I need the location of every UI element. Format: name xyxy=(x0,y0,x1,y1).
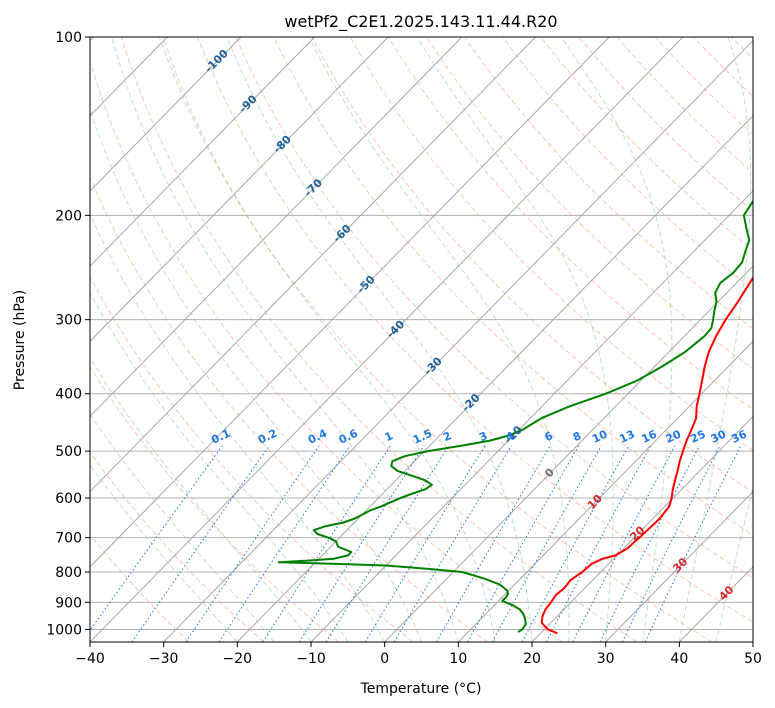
chart-title: wetPf2_C2E1.2025.143.11.44.R20 xyxy=(284,12,557,32)
dry-adiabat-line xyxy=(273,37,753,536)
y-tick-label: 700 xyxy=(55,531,82,547)
mixing-ratio-label: 16 xyxy=(639,427,659,445)
mixing-ratio-label: 25 xyxy=(688,428,707,446)
mixing-ratio-line xyxy=(572,445,676,642)
mixing-ratio-line xyxy=(185,445,320,642)
y-tick-label: 400 xyxy=(55,387,82,403)
plot-frame xyxy=(89,36,754,643)
x-tick-label: 50 xyxy=(744,651,762,667)
x-axis-label: Temperature (°C) xyxy=(360,681,482,697)
y-tick-label: 600 xyxy=(55,491,82,507)
mixing-ratio-line xyxy=(364,445,486,642)
mixing-ratio-line xyxy=(644,445,742,642)
y-axis-label: Pressure (hPa) xyxy=(12,290,28,390)
moist-adiabat-line xyxy=(90,291,349,642)
dry-adiabat-line xyxy=(464,37,753,330)
dry-adiabat-line xyxy=(502,37,753,290)
moist-adiabat-line xyxy=(111,37,459,642)
dry-adiabat-line xyxy=(90,366,339,642)
y-axis-ticks: 1000 900 800 700 600 500 400 300 200 100 xyxy=(46,30,90,638)
isotherm-line xyxy=(90,37,610,568)
mixing-ratio-label: 36 xyxy=(729,427,749,445)
moist-adiabats xyxy=(90,37,753,642)
mixing-ratio-line xyxy=(298,445,425,642)
y-tick-label: 200 xyxy=(55,208,82,224)
x-tick-label: 10 xyxy=(449,651,467,667)
mixing-ratio-line xyxy=(393,445,512,642)
isotherm-line xyxy=(310,190,753,642)
isotherm-line xyxy=(90,37,463,418)
moist-adiabat-line xyxy=(308,37,570,642)
y-tick-label: 100 xyxy=(55,30,82,46)
y-tick-label: 900 xyxy=(55,595,82,611)
moist-adiabat-line xyxy=(90,108,422,642)
isobar-grid xyxy=(90,37,753,630)
mixing-ratio-line xyxy=(262,445,391,642)
mixing-ratio-label: 20 xyxy=(664,427,684,445)
dewpoint-trace xyxy=(277,199,753,633)
y-tick-label: 500 xyxy=(55,444,82,460)
mixing-ratio-line xyxy=(491,445,602,642)
x-tick-label: −30 xyxy=(149,651,179,667)
isotherm-line xyxy=(90,37,684,642)
temperature-trace xyxy=(540,275,753,635)
dry-adiabat-line xyxy=(387,37,753,411)
isotherm-grid xyxy=(90,37,753,642)
moist-adiabat-line xyxy=(715,486,753,642)
mixing-ratio-line xyxy=(90,445,223,632)
x-tick-label: −40 xyxy=(75,651,105,667)
dry-adiabat-line xyxy=(197,37,753,623)
x-tick-label: −20 xyxy=(223,651,253,667)
x-axis-ticks: −40 −30 −20 −10 0 10 20 30 40 50 xyxy=(75,642,762,667)
mixing-ratio-label: 13 xyxy=(617,428,636,446)
moist-adiabat-line xyxy=(90,464,238,642)
mixing-ratio-label: 30 xyxy=(709,427,729,445)
dry-adiabat-line xyxy=(311,37,753,493)
dry-adiabat-line xyxy=(90,534,190,642)
dry-adiabat-line xyxy=(158,37,712,642)
moist-adiabat-line xyxy=(678,37,752,642)
dry-adiabats xyxy=(90,37,753,642)
dry-adiabat-line xyxy=(90,275,414,642)
y-tick-label: 800 xyxy=(55,565,82,581)
moist-adiabat-line xyxy=(162,37,496,642)
moist-adiabat-line xyxy=(416,37,614,642)
isotherm-line xyxy=(384,265,753,642)
mixing-ratio-line xyxy=(218,445,351,642)
mixing-ratio-label: 10 xyxy=(590,427,610,445)
dry-adiabat-line xyxy=(235,37,753,579)
y-tick-label: 300 xyxy=(55,313,82,329)
x-tick-label: 30 xyxy=(597,651,615,667)
x-tick-label: −10 xyxy=(296,651,326,667)
sounding-traces xyxy=(277,199,753,635)
plot-area: -100-90-80-70-60-50-40-30-20-10010203040… xyxy=(90,37,753,642)
isotherm-line xyxy=(458,340,753,642)
mixing-ratio-lines xyxy=(90,445,742,642)
moist-adiabat-line xyxy=(90,413,275,642)
isotherm-line xyxy=(90,37,315,267)
isotherm-line xyxy=(90,37,536,493)
mixing-ratio-line xyxy=(599,445,700,642)
y-tick-label: 1000 xyxy=(46,622,82,638)
isotherm-line xyxy=(90,37,389,342)
isotherm-line xyxy=(531,415,753,642)
moist-adiabat-line xyxy=(90,356,312,642)
isotherm-line xyxy=(605,491,753,642)
mixing-ratio-line xyxy=(325,445,450,642)
isotherm-line xyxy=(90,37,242,192)
mixing-ratio-line xyxy=(131,445,270,642)
isotherm-line xyxy=(163,39,753,642)
dry-adiabat-line xyxy=(120,37,638,642)
mixing-ratio-line xyxy=(621,445,721,642)
x-tick-label: 0 xyxy=(380,651,389,667)
x-tick-label: 40 xyxy=(670,651,688,667)
x-tick-label: 20 xyxy=(523,651,541,667)
moist-adiabat-line xyxy=(90,212,386,642)
moist-adiabat-line xyxy=(226,37,533,642)
moist-adiabat-line xyxy=(560,37,673,642)
